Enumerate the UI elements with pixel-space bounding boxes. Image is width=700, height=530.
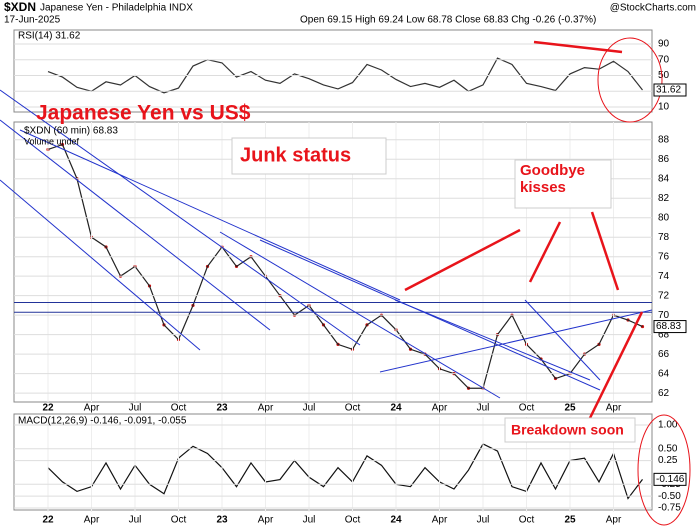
indicator-label: RSI(14) 31.62 xyxy=(18,31,81,42)
x-tick-label: Oct xyxy=(345,403,361,414)
x-tick-label: Apr xyxy=(258,515,274,526)
x-tick-label: Jul xyxy=(477,515,490,526)
x-tick-label: 25 xyxy=(564,403,576,414)
x-tick-label: 24 xyxy=(390,403,402,414)
y-tick-label: 0.25 xyxy=(658,455,678,466)
series-line xyxy=(47,57,643,94)
ohlc: Open 69.15 High 69.24 Low 68.78 Close 68… xyxy=(300,15,596,26)
last-value: 31.62 xyxy=(656,85,681,96)
y-tick-label: 10 xyxy=(658,102,670,113)
trend-lines xyxy=(0,89,653,399)
annotation: Goodbye kisses xyxy=(520,162,586,196)
x-tick-label: 25 xyxy=(564,515,576,526)
x-tick-label: Apr xyxy=(84,403,100,414)
y-tick-label: 50 xyxy=(658,70,670,81)
legend-entry: $XDN (60 min) 68.83 xyxy=(24,126,118,137)
x-tick-label: Jul xyxy=(129,403,142,414)
arrows xyxy=(404,37,691,526)
frames xyxy=(13,29,653,511)
last-value: -0.146 xyxy=(656,474,685,485)
x-tick-label: Apr xyxy=(432,515,448,526)
y-tick-label: 64 xyxy=(658,368,670,379)
x-tick-label: 22 xyxy=(42,403,54,414)
x-tick-label: 22 xyxy=(42,515,54,526)
y-tick-label: 80 xyxy=(658,212,670,223)
x-tick-label: Apr xyxy=(606,515,622,526)
x-tick-label: Jul xyxy=(303,403,316,414)
y-tick-label: -0.75 xyxy=(658,503,681,514)
x-tick-label: Jul xyxy=(129,515,142,526)
y-tick-label: 0.50 xyxy=(658,443,678,454)
x-tick-label: Apr xyxy=(432,403,448,414)
last-value: 68.83 xyxy=(656,321,681,332)
x-tick-label: 24 xyxy=(390,515,402,526)
y-tick-label: 88 xyxy=(658,134,670,145)
x-tick-label: Jul xyxy=(303,515,316,526)
last-value-box xyxy=(653,472,687,486)
x-tick-label: Apr xyxy=(258,403,274,414)
annotation: Japanese Yen vs US$ xyxy=(36,102,251,125)
y-tick-label: 74 xyxy=(658,271,670,282)
y-tick-label: -0.50 xyxy=(658,491,681,502)
y-tick-label: 90 xyxy=(658,39,670,50)
date: 17-Jun-2025 xyxy=(4,15,61,26)
symbol: $XDN xyxy=(4,0,36,14)
x-tick-label: Jul xyxy=(477,403,490,414)
x-tick-label: 23 xyxy=(216,403,228,414)
x-tick-label: 23 xyxy=(216,515,228,526)
indicator-label: MACD(12,26,9) -0.146, -0.091, -0.055 xyxy=(18,416,187,427)
last-value-box xyxy=(653,320,687,334)
legend-entry: Volume undef xyxy=(24,136,80,146)
y-tick-label: 86 xyxy=(658,154,670,165)
y-tick-label: 84 xyxy=(658,173,670,184)
series-line xyxy=(47,443,643,500)
x-tick-label: Oct xyxy=(519,403,535,414)
instrument-name: Japanese Yen - Philadelphia INDX xyxy=(40,3,193,14)
y-tick-label: 1.00 xyxy=(658,420,678,431)
y-tick-label: 66 xyxy=(658,349,670,360)
series-line xyxy=(47,143,643,389)
annotation: Breakdown soon xyxy=(511,422,624,438)
x-tick-label: Oct xyxy=(519,515,535,526)
x-tick-label: Oct xyxy=(171,403,187,414)
y-tick-label: 76 xyxy=(658,251,670,262)
y-tick-label: 62 xyxy=(658,388,670,399)
y-tick-label: 78 xyxy=(658,232,670,243)
y-tick-label: 72 xyxy=(658,290,670,301)
y-tick-label: 68 xyxy=(658,329,670,340)
last-value-box xyxy=(653,83,687,97)
y-tick-label: 82 xyxy=(658,193,670,204)
x-tick-label: Apr xyxy=(606,403,622,414)
y-tick-label: 70 xyxy=(658,54,670,65)
x-tick-label: Oct xyxy=(171,515,187,526)
x-tick-label: Oct xyxy=(345,515,361,526)
y-tick-label: 70 xyxy=(658,310,670,321)
annotation: Junk status xyxy=(240,144,351,166)
source: @StockCharts.com xyxy=(610,3,696,14)
x-tick-label: Apr xyxy=(84,515,100,526)
